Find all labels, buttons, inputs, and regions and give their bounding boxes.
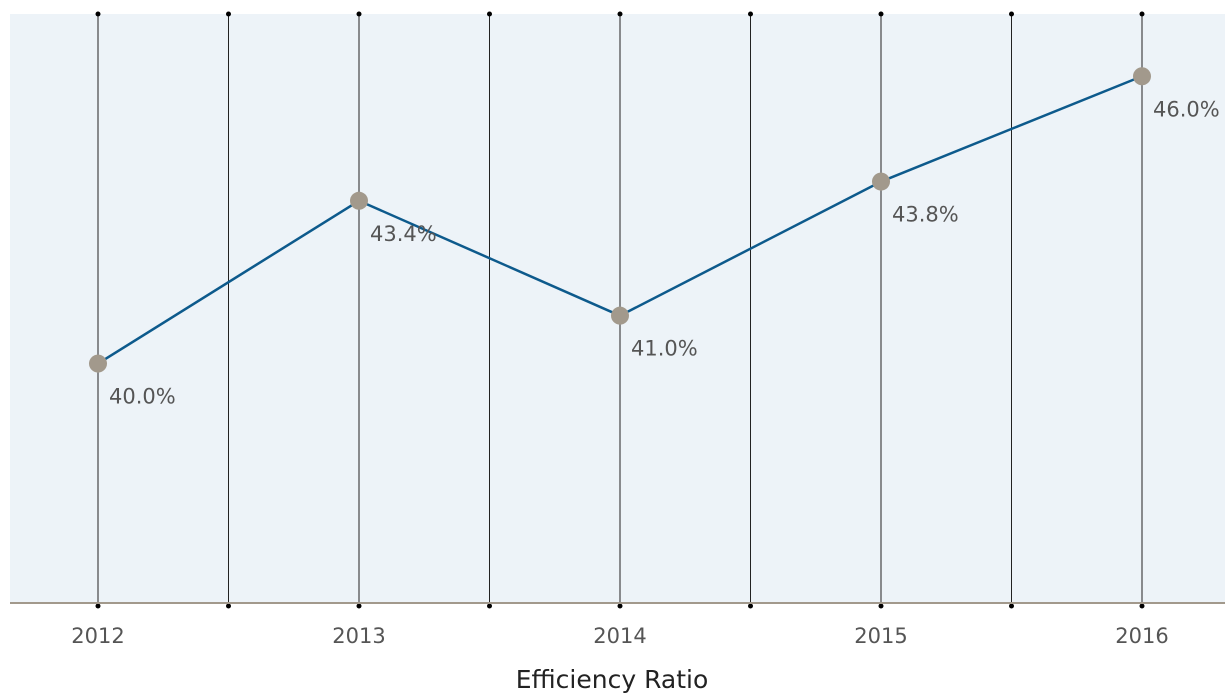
grid-end-dot xyxy=(356,11,362,17)
point xyxy=(350,191,368,210)
grid-end-dot xyxy=(748,11,753,17)
grid-end-dot xyxy=(617,11,623,17)
grid-end-dot xyxy=(748,603,753,609)
grid-end-dot xyxy=(878,11,884,17)
point xyxy=(89,354,107,373)
grid-end-dot xyxy=(226,603,231,609)
grid-end-dot xyxy=(617,603,623,609)
value-label: 46.0% xyxy=(1153,97,1220,121)
value-label: 43.8% xyxy=(892,203,959,227)
value-label: 40.0% xyxy=(109,385,176,409)
grid-end-dot xyxy=(226,11,231,17)
value-label: 41.0% xyxy=(631,337,698,361)
value-label: 43.4% xyxy=(370,222,437,246)
grid-end-dot xyxy=(878,603,884,609)
grid-end-dot xyxy=(1139,11,1145,17)
grid-end-dot xyxy=(487,603,492,609)
grid-end-dot xyxy=(95,603,101,609)
x-tick-label: 2012 xyxy=(71,624,124,648)
grid-end-dot xyxy=(1139,603,1145,609)
grid-end-dot xyxy=(1009,603,1014,609)
grid-end-dot xyxy=(356,603,362,609)
grid-end-dot xyxy=(487,11,492,17)
point xyxy=(611,306,629,325)
x-tick-label: 2016 xyxy=(1115,624,1168,648)
grid-end-dot xyxy=(95,11,101,17)
grid-end-dot xyxy=(1009,11,1014,17)
x-tick-label: 2014 xyxy=(593,624,646,648)
x-tick-label: 2015 xyxy=(854,624,907,648)
point xyxy=(872,172,890,191)
point xyxy=(1133,67,1151,86)
x-tick-label: 2013 xyxy=(332,624,385,648)
chart-title: Efficiency Ratio xyxy=(516,665,709,694)
